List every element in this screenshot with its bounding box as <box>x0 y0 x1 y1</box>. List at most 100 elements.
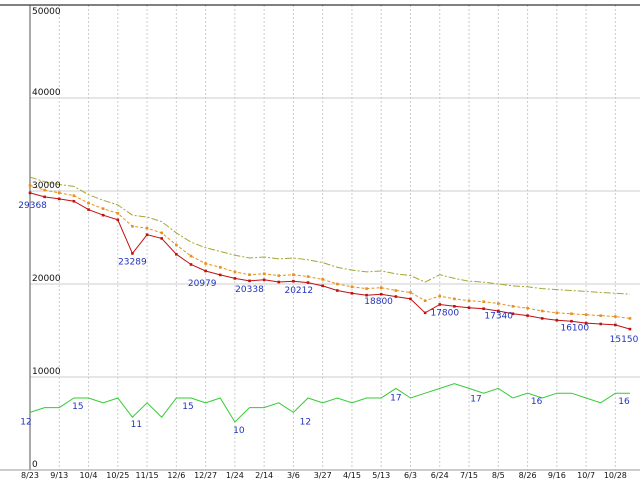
x-tick-label: 9/13 <box>50 471 68 480</box>
y-tick-label: 20000 <box>32 274 61 284</box>
x-tick-label: 11/15 <box>136 471 159 480</box>
series-middle-marker <box>379 286 383 290</box>
series-middle-marker <box>409 291 412 294</box>
series-lower-marker <box>101 213 105 217</box>
series-lower-marker <box>292 279 295 283</box>
y-tick-label: 30000 <box>32 181 61 191</box>
y-tick-label: 50000 <box>32 7 61 17</box>
series-middle-marker <box>350 285 354 289</box>
series-lower-marker <box>233 277 237 280</box>
y-tick-label: 10000 <box>32 367 61 377</box>
series-lower-marker <box>570 319 573 323</box>
price-annotation: 20338 <box>235 285 264 295</box>
x-tick-label: 8/23 <box>21 471 39 480</box>
price-annotation: 23289 <box>118 257 147 267</box>
series-middle-marker <box>365 287 368 290</box>
series-middle-marker <box>482 300 485 303</box>
y-tick-label: 40000 <box>32 88 61 98</box>
series-middle-marker <box>570 312 573 316</box>
x-tick-label: 2/14 <box>255 471 273 480</box>
series-lower-marker <box>189 263 193 266</box>
price-annotation: 15150 <box>610 335 639 345</box>
series-lower-marker <box>511 312 515 316</box>
x-tick-label: 6/3 <box>404 471 417 480</box>
series-middle-marker <box>248 273 251 276</box>
series-lower-marker <box>628 327 632 331</box>
series-lower-marker <box>540 317 544 320</box>
series-lower-marker <box>526 314 529 317</box>
series-middle-marker <box>218 265 222 269</box>
series-lower-marker <box>277 280 281 284</box>
series-middle-marker <box>189 254 193 258</box>
series-lower-marker <box>57 197 61 201</box>
price-annotation: 20979 <box>188 279 217 289</box>
series-middle-marker <box>614 315 617 318</box>
x-tick-label: 6/24 <box>431 471 449 480</box>
x-tick-label: 10/28 <box>604 471 627 480</box>
series-lower-marker <box>350 292 354 295</box>
series-count <box>29 383 630 423</box>
count-annotation: 11 <box>131 420 142 430</box>
series-middle-marker <box>204 262 207 265</box>
series-middle-marker <box>277 274 281 277</box>
series-middle-marker <box>628 317 632 320</box>
x-tick-label: 10/25 <box>106 471 129 480</box>
series-middle-marker <box>540 309 544 313</box>
series-lower-marker <box>43 195 46 199</box>
series-lower-marker <box>262 278 266 282</box>
series-middle-marker <box>321 278 324 281</box>
series-middle-marker <box>233 270 237 274</box>
series-middle-marker <box>453 297 456 301</box>
series-lower-marker <box>438 303 442 306</box>
series-middle-marker <box>438 294 442 298</box>
series-middle-marker <box>555 311 559 315</box>
count-annotation: 12 <box>300 417 311 427</box>
series-lower-marker <box>160 237 164 240</box>
series-lower-marker <box>584 321 588 325</box>
price-annotation: 29368 <box>18 201 47 211</box>
count-annotation: 12 <box>20 417 31 427</box>
x-tick-label: 9/16 <box>548 471 566 480</box>
series-middle-marker <box>145 226 149 230</box>
price-annotation: 20212 <box>284 286 313 296</box>
series-lower <box>29 192 631 330</box>
series-middle-marker <box>306 275 310 278</box>
series-lower-marker <box>87 208 90 211</box>
x-tick-label: 8/26 <box>519 471 537 480</box>
count-annotation: 16 <box>531 397 543 407</box>
series-middle-marker <box>599 314 603 317</box>
series-lower-marker <box>116 218 120 222</box>
series-lower-marker <box>204 269 207 273</box>
count-annotation: 17 <box>470 394 481 404</box>
x-tick-label: 12/6 <box>167 471 185 480</box>
series-middle-marker <box>262 272 266 276</box>
series-lower-marker <box>72 199 76 203</box>
series-lower-marker <box>423 311 427 315</box>
series-middle-marker <box>87 201 90 205</box>
series-lower-marker <box>555 318 559 322</box>
series-middle-marker <box>43 188 46 192</box>
series-lower-marker <box>218 273 222 277</box>
series-lower-marker <box>496 309 500 313</box>
series-middle-marker <box>72 194 76 197</box>
x-tick-label: 10/4 <box>80 471 98 480</box>
count-annotation: 16 <box>618 397 630 407</box>
series-middle-marker <box>336 282 339 286</box>
series-lower-marker <box>467 306 471 310</box>
count-annotation: 10 <box>233 426 245 436</box>
series-middle-marker <box>28 184 32 187</box>
price-annotation: 17800 <box>430 309 459 319</box>
x-tick-label: 10/7 <box>577 471 595 480</box>
series-middle-marker <box>57 191 61 195</box>
series-middle-marker <box>526 306 529 310</box>
count-annotation: 15 <box>182 402 193 412</box>
series-lower-marker <box>599 322 603 326</box>
series-lower-marker <box>409 297 412 301</box>
series-lower-marker <box>306 281 310 284</box>
series-lower-marker <box>365 293 368 297</box>
series-middle-marker <box>175 243 178 247</box>
count-annotation: 15 <box>72 402 83 412</box>
